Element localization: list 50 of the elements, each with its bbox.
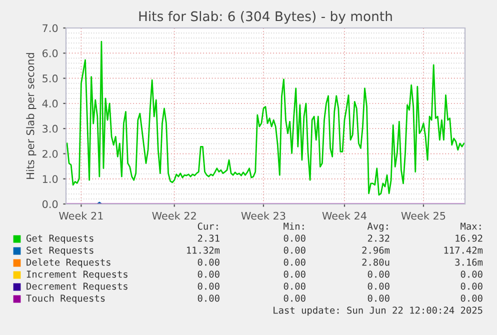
chart-title: Hits for Slab: 6 (304 Bytes) - by month (139, 11, 392, 24)
y-tick-label: 0.0 (42, 200, 58, 208)
text: 0.00 (198, 282, 220, 290)
text: 0.00 (284, 270, 306, 278)
y-axis-title: Hits per Slab per second (26, 53, 36, 179)
text: 0.00 (368, 282, 390, 290)
text: 2.31 (198, 234, 220, 242)
text: 0.00 (284, 294, 306, 302)
text: Cur: (198, 222, 218, 230)
text: 2.80u (362, 258, 390, 266)
text: 11.32m (187, 246, 220, 254)
text: 0.00 (198, 258, 220, 266)
y-tick-label: 6.0 (42, 49, 58, 58)
text: 2.32 (368, 234, 390, 242)
legend-label: Touch Requests (26, 294, 105, 304)
text: 0.00 (460, 282, 482, 290)
text: 16.92 (456, 234, 482, 242)
text: 0.00 (460, 294, 482, 302)
x-tick-label: Week 21 (58, 212, 103, 220)
x-tick-label: Week 24 (322, 212, 366, 220)
text: 0.00 (368, 270, 390, 278)
legend-label: Increment Requests (26, 270, 128, 280)
text: Avg: (367, 222, 388, 232)
text: 0.00 (198, 270, 220, 278)
text: 0.00 (284, 246, 306, 254)
text: 2.96m (362, 246, 390, 254)
x-tick-label: Week 25 (401, 212, 446, 220)
x-tick-label: Week 23 (241, 212, 286, 220)
text: 0.00 (284, 258, 306, 266)
legend-label: Get Requests (26, 234, 94, 244)
text: 0.00 (460, 270, 482, 278)
y-tick-label: 2.0 (42, 150, 58, 158)
text: Last update: Sun Jun 22 12:00:24 2025 (274, 306, 482, 316)
text: 3.16m (455, 258, 483, 266)
y-tick-label: 7.0 (42, 24, 58, 32)
text: 0.00 (284, 282, 306, 290)
text: 117.42m (444, 246, 483, 254)
text: 0.00 (198, 294, 220, 302)
legend-label: Decrement Requests (26, 282, 128, 292)
text: Max: (460, 222, 481, 230)
x-tick-label: Week 22 (152, 212, 196, 220)
text: Min: (284, 222, 304, 230)
text: 0.00 (368, 294, 390, 302)
y-tick-label: 4.0 (42, 100, 58, 108)
legend-label: Delete Requests (26, 258, 110, 268)
y-tick-label: 5.0 (42, 74, 58, 82)
text: 0.00 (284, 234, 306, 242)
y-tick-label: 3.0 (42, 124, 58, 133)
y-tick-label: 1.0 (42, 175, 58, 183)
legend-label: Set Requests (26, 246, 94, 256)
